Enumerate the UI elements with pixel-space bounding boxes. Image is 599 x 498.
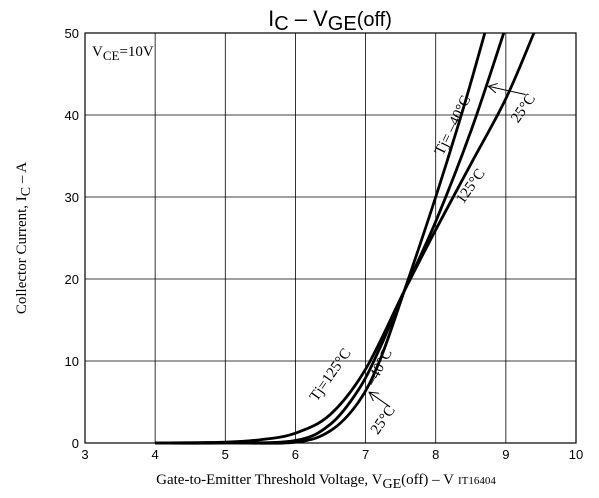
xlabel-tail: (off) – V — [401, 472, 454, 488]
x-axis-label: Gate-to-Emitter Threshold Voltage, VGE(o… — [156, 472, 496, 492]
x-tick-label: 5 — [222, 447, 229, 462]
annotation-label: 25°C — [368, 403, 399, 438]
y-axis-label: Collector Current, IC – A — [14, 162, 34, 314]
chart-title: IC – VGE(off) — [268, 6, 392, 35]
x-tick-label: 6 — [292, 447, 299, 462]
annotation-label: Tj= –40°C — [432, 93, 474, 158]
ylabel-tail: – A — [14, 162, 30, 187]
title-main: I — [268, 6, 274, 31]
title-mid: – V — [289, 6, 328, 31]
y-tick-label: 40 — [65, 108, 79, 123]
arrow-top — [488, 86, 526, 95]
x-tick-label: 10 — [569, 447, 583, 462]
condition-tail: =10V — [119, 44, 153, 60]
x-tick-label: 7 — [362, 447, 369, 462]
title-sub2: GE — [328, 13, 357, 35]
condition-main: V — [92, 44, 103, 60]
plot-frame — [84, 32, 577, 444]
x-tick-label: 3 — [81, 447, 88, 462]
y-tick-label: 20 — [65, 272, 79, 287]
title-sub: C — [274, 13, 288, 35]
tick-labels: 3 4 5 6 7 8 9 10 0 10 20 30 40 50 — [65, 26, 584, 462]
x-tick-label: 4 — [152, 447, 159, 462]
ylabel-sub: C — [19, 187, 34, 196]
series-line-2 — [155, 32, 536, 445]
condition-label: VCE=10V — [92, 44, 154, 63]
figure-code: IT16404 — [458, 475, 496, 487]
x-tick-label: 9 — [502, 447, 509, 462]
annotation-arrows — [369, 86, 526, 408]
xlabel-main: Gate-to-Emitter Threshold Voltage, V — [156, 472, 383, 488]
y-tick-label: 0 — [72, 436, 79, 451]
arrow-bottom — [369, 392, 391, 408]
title-tail: (off) — [357, 9, 392, 31]
x-tick-label: 8 — [432, 447, 439, 462]
y-tick-label: 30 — [65, 190, 79, 205]
y-tick-label: 10 — [65, 354, 79, 369]
annotation-label: 25°C — [508, 91, 539, 126]
xlabel-sub: GE — [383, 477, 402, 492]
condition-sub: CE — [103, 48, 120, 63]
ylabel-main: Collector Current, I — [14, 196, 30, 314]
y-tick-label: 50 — [65, 26, 79, 41]
series-lines — [155, 32, 536, 445]
